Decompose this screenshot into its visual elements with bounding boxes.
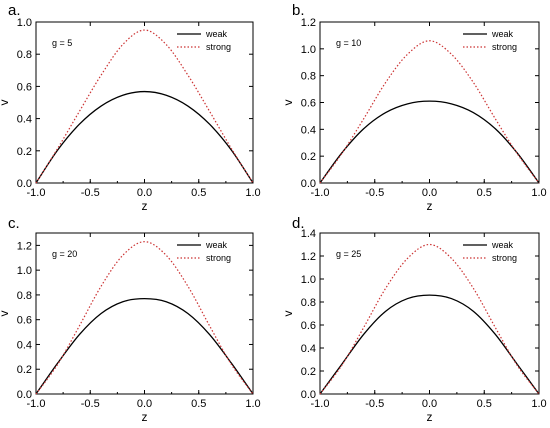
- legend-label-weak: weak: [491, 29, 514, 39]
- y-tick-label: 0.6: [17, 315, 32, 327]
- y-tick-label: 1.0: [17, 17, 32, 29]
- x-tick-label: 0.0: [422, 398, 437, 410]
- x-tick-label: -0.5: [81, 398, 100, 410]
- panel-label: a.: [8, 2, 21, 19]
- y-tick-label: 0.2: [17, 146, 32, 158]
- x-tick-label: 0.0: [137, 187, 152, 199]
- y-tick-label: 1.0: [17, 265, 32, 277]
- y-tick-label: 1.4: [301, 228, 316, 240]
- y-tick-label: 0.2: [17, 364, 32, 376]
- y-tick-label: 1.2: [301, 17, 316, 29]
- y-tick-label: 0.8: [17, 290, 32, 302]
- x-tick-label: 0.5: [477, 187, 492, 199]
- x-axis-title: z: [427, 199, 433, 213]
- x-tick-label: -1.0: [311, 398, 330, 410]
- x-tick-label: -1.0: [27, 398, 46, 410]
- series-line-strong: [35, 241, 254, 395]
- x-axis-title: z: [142, 410, 148, 424]
- series-line-weak: [319, 294, 540, 395]
- legend-label-strong: strong: [206, 253, 231, 263]
- x-tick-label: 0.0: [137, 398, 152, 410]
- x-tick-label: 1.0: [531, 398, 546, 410]
- x-axis-title: z: [142, 199, 148, 213]
- y-tick-label: 1.0: [301, 274, 316, 286]
- y-tick-label: 1.2: [17, 240, 32, 252]
- y-tick-label: 0.0: [17, 389, 32, 401]
- y-tick-label: 0.2: [301, 366, 316, 378]
- y-tick-label: 0.0: [301, 178, 316, 190]
- y-axis-title: v: [0, 311, 11, 317]
- y-tick-label: 0.6: [17, 81, 32, 93]
- y-tick-label: 0.4: [301, 343, 316, 355]
- x-axis-title: z: [427, 410, 433, 424]
- x-tick-label: -0.5: [365, 187, 384, 199]
- x-tick-label: 0.5: [477, 398, 492, 410]
- x-tick-label: -0.5: [81, 187, 100, 199]
- series-line-strong: [319, 40, 540, 184]
- x-tick-label: 1.0: [245, 187, 260, 199]
- annotation-g: g = 5: [52, 38, 72, 48]
- x-tick-label: 0.5: [191, 398, 206, 410]
- y-tick-label: 0.4: [17, 114, 32, 126]
- panel-1: a. -1.0 -0.5 0.0 0.5 1.0 0.0 0.2 0.4 0.6 0.8 1.0 z v g…: [0, 2, 261, 213]
- x-tick-label: -1.0: [311, 187, 330, 199]
- series-line-strong: [319, 243, 540, 395]
- x-tick-label: 1.0: [245, 398, 260, 410]
- y-tick-label: 0.4: [17, 339, 32, 351]
- y-tick-label: 0.6: [301, 320, 316, 332]
- x-tick-label: 1.0: [531, 187, 546, 199]
- y-tick-label: 0.0: [301, 389, 316, 401]
- y-tick-label: 1.0: [301, 44, 316, 56]
- panel-3: c. -1.0 -0.5 0.0 0.5 1.0 0.0 0.2 0.4 0.6 0.8 1.0 1.2…: [0, 215, 261, 424]
- panel-label: b.: [292, 2, 305, 19]
- y-axis-title: v: [281, 100, 295, 106]
- series-line-weak: [35, 297, 254, 395]
- y-tick-label: 0.8: [17, 49, 32, 61]
- y-axis-title: v: [0, 100, 11, 106]
- legend-label-weak: weak: [205, 29, 228, 39]
- panel-2: b. -1.0 -0.5 0.0 0.5 1.0 0.0 0.2 0.4 0.6 0.8 1.0 1.2…: [281, 2, 547, 213]
- x-tick-label: -1.0: [27, 187, 46, 199]
- x-tick-label: 0.5: [191, 187, 206, 199]
- y-tick-label: 0.6: [301, 98, 316, 110]
- y-tick-label: 0.0: [17, 178, 32, 190]
- x-tick-label: -0.5: [365, 398, 384, 410]
- series-line-weak: [319, 100, 540, 184]
- series-line-weak: [35, 90, 254, 184]
- y-tick-label: 0.8: [301, 297, 316, 309]
- legend-label-strong: strong: [492, 42, 517, 52]
- legend-label-weak: weak: [491, 240, 514, 250]
- series-line-strong: [35, 29, 254, 184]
- y-tick-label: 0.4: [301, 124, 316, 136]
- annotation-g: g = 10: [336, 38, 361, 48]
- y-tick-label: 0.2: [301, 151, 316, 163]
- x-tick-label: 0.0: [422, 187, 437, 199]
- y-tick-label: 1.2: [301, 251, 316, 263]
- legend-label-strong: strong: [492, 253, 517, 263]
- legend-label-strong: strong: [206, 42, 231, 52]
- legend-label-weak: weak: [205, 240, 228, 250]
- y-axis-title: v: [281, 311, 295, 317]
- panel-label: c.: [8, 215, 20, 232]
- annotation-g: g = 25: [336, 249, 361, 259]
- panel-4: d. -1.0 -0.5 0.0 0.5 1.0 0.0 0.2 0.4 0.6 0.8 1.0 1.2…: [281, 215, 547, 424]
- y-tick-label: 0.8: [301, 71, 316, 83]
- annotation-g: g = 20: [52, 249, 77, 259]
- panel-label: d.: [292, 215, 305, 232]
